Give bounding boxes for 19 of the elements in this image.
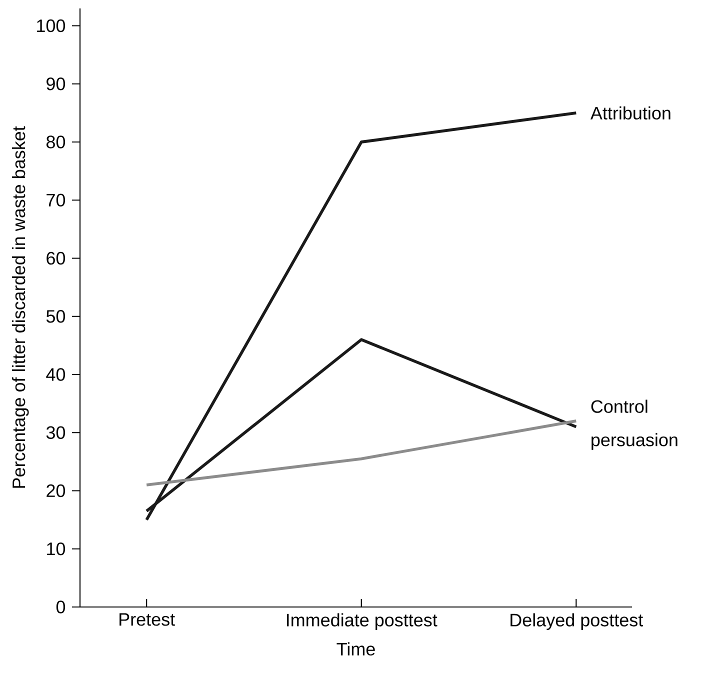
y-tick-label: 10 — [47, 542, 66, 556]
y-tick-label: 80 — [46, 136, 66, 148]
y-tick-label: 30 — [46, 426, 66, 439]
y-tick-label: 60 — [46, 252, 66, 265]
x-axis-title: Time — [336, 642, 375, 656]
y-tick-label: 100 — [37, 19, 66, 32]
y-tick-label: 0 — [56, 600, 66, 614]
y-tick-label: 90 — [46, 78, 66, 90]
y-axis-title: Percentage of litter discarded in waste basket — [12, 126, 29, 488]
x-tick-label: Delayed posttest — [510, 613, 644, 630]
y-tick-label: 40 — [46, 368, 66, 381]
y-tick-label: 20 — [46, 484, 66, 498]
series-label: Control — [591, 400, 648, 413]
y-tick-label: 70 — [46, 194, 66, 206]
series-label: persuasion — [592, 433, 678, 450]
x-tick-label: Pretest — [120, 613, 175, 626]
series-label: Attribution — [590, 106, 670, 120]
x-tick-label: Immediate posttest — [286, 613, 438, 630]
y-tick-label: 50 — [46, 310, 66, 323]
